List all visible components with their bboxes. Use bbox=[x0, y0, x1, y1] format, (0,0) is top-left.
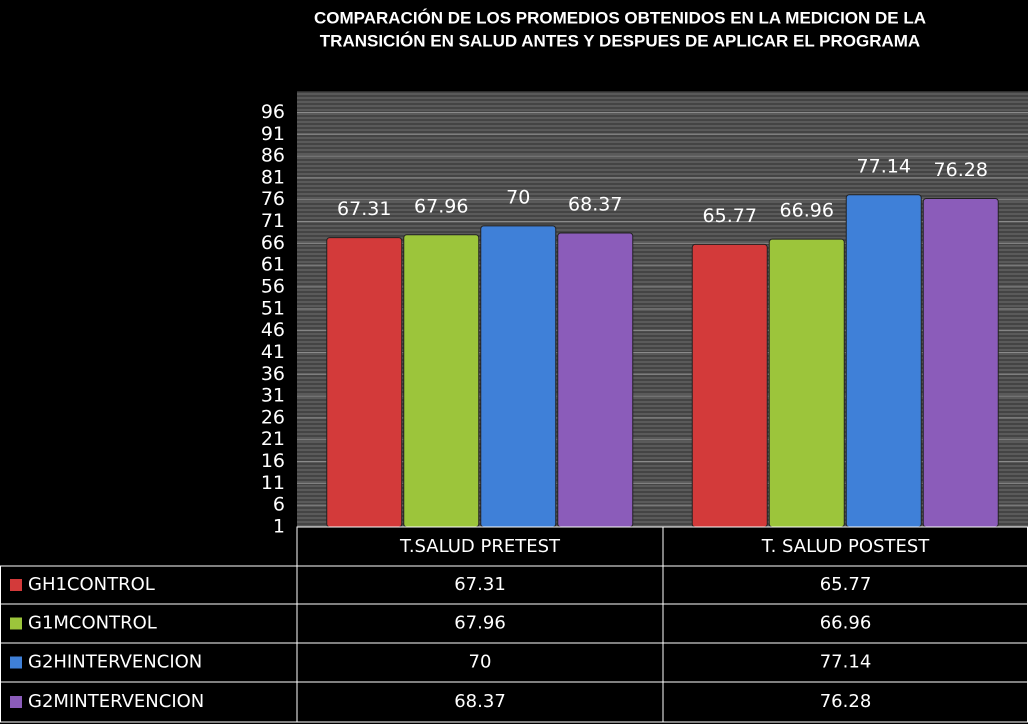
data-label: 77.14 bbox=[857, 155, 911, 177]
y-tick-label: 1 bbox=[273, 516, 285, 538]
y-tick-label: 61 bbox=[261, 254, 285, 276]
table-cell: 67.31 bbox=[454, 574, 506, 595]
table-cell: 65.77 bbox=[820, 574, 872, 595]
table-cell: 68.37 bbox=[454, 691, 506, 712]
legend-label: G1MCONTROL bbox=[28, 613, 157, 634]
bar bbox=[845, 194, 922, 528]
y-tick-label: 6 bbox=[273, 494, 285, 516]
y-tick-label: 26 bbox=[261, 406, 285, 428]
y-tick-label: 16 bbox=[261, 450, 285, 472]
chart-title: TRANSICIÓN EN SALUD ANTES Y DESPUES DE A… bbox=[320, 31, 920, 50]
bar bbox=[768, 238, 845, 528]
table-cell: 70 bbox=[469, 652, 492, 673]
y-tick-label: 11 bbox=[261, 472, 285, 494]
y-tick-label: 96 bbox=[261, 101, 285, 123]
y-tick-label: 51 bbox=[261, 297, 285, 319]
y-tick-label: 21 bbox=[261, 428, 285, 450]
legend-swatch bbox=[10, 656, 22, 669]
legend-swatch bbox=[10, 579, 22, 591]
y-tick-label: 56 bbox=[261, 276, 285, 298]
data-label: 65.77 bbox=[703, 205, 757, 227]
data-label: 66.96 bbox=[780, 200, 834, 222]
table-cell: 76.28 bbox=[820, 691, 872, 712]
legend-swatch bbox=[10, 696, 22, 708]
data-label: 67.96 bbox=[414, 195, 468, 217]
legend-label: GH1CONTROL bbox=[28, 574, 155, 595]
y-tick-label: 46 bbox=[261, 319, 285, 341]
y-tick-label: 81 bbox=[261, 166, 285, 188]
bar bbox=[480, 225, 557, 528]
data-label: 68.37 bbox=[568, 194, 622, 216]
y-tick-label: 36 bbox=[261, 363, 285, 385]
y-tick-label: 31 bbox=[261, 385, 285, 407]
bar bbox=[691, 243, 768, 528]
table-cell: 67.96 bbox=[454, 613, 506, 634]
data-label: 70 bbox=[506, 186, 530, 208]
y-tick-label: 41 bbox=[261, 341, 285, 363]
x-tick-label: T.SALUD PRETEST bbox=[399, 536, 561, 557]
bar bbox=[403, 234, 480, 528]
data-label: 76.28 bbox=[934, 159, 988, 181]
y-tick-label: 71 bbox=[261, 210, 285, 232]
table-cell: 77.14 bbox=[820, 652, 872, 673]
legend-label: G2HINTERVENCION bbox=[28, 652, 202, 673]
y-tick-label: 91 bbox=[261, 123, 285, 145]
bar bbox=[326, 237, 403, 528]
legend-swatch bbox=[10, 617, 22, 630]
x-tick-label: T. SALUD POSTEST bbox=[761, 536, 931, 557]
legend-label: G2MINTERVENCION bbox=[28, 691, 204, 712]
bar bbox=[922, 198, 999, 528]
bar bbox=[557, 232, 634, 528]
y-tick-label: 66 bbox=[261, 232, 285, 254]
y-tick-label: 76 bbox=[261, 188, 285, 210]
table-cell: 66.96 bbox=[820, 613, 872, 634]
y-tick-label: 86 bbox=[261, 145, 285, 167]
data-label: 67.31 bbox=[337, 198, 391, 220]
chart-title: COMPARACIÓN DE LOS PROMEDIOS OBTENIDOS E… bbox=[314, 8, 926, 27]
